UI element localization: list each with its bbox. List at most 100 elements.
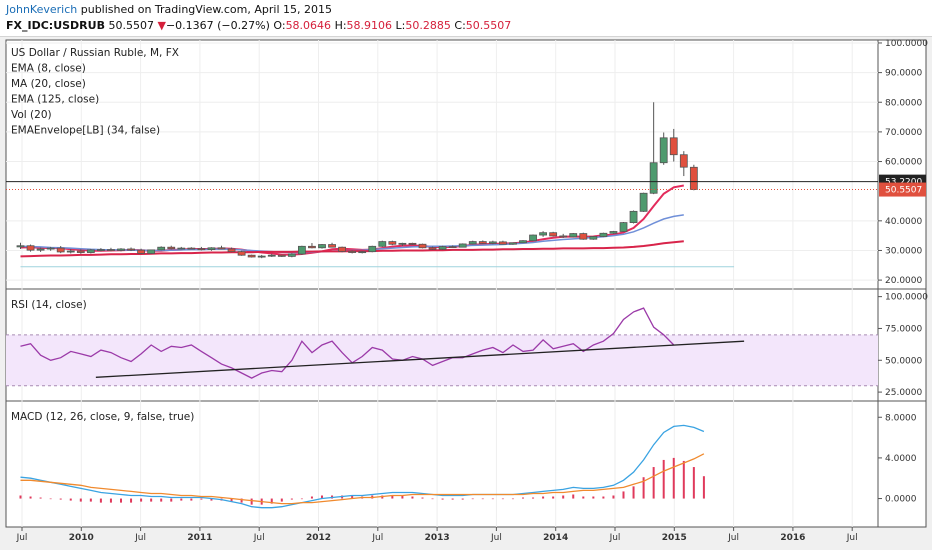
- macd-histogram-bar: [29, 496, 32, 499]
- macd-histogram-bar: [160, 498, 163, 502]
- macd-histogram-bar: [532, 497, 535, 499]
- x-tick-label: 2013: [425, 533, 450, 543]
- candle-body: [388, 241, 397, 245]
- publish-line: JohnKeverich published on TradingView.co…: [6, 3, 332, 16]
- macd-histogram-bar: [511, 498, 514, 500]
- macd-histogram-bar: [632, 486, 635, 499]
- candle: [107, 247, 115, 252]
- candle: [388, 240, 397, 246]
- y-tick-label: 60.0000: [885, 158, 922, 168]
- candle: [629, 210, 638, 224]
- signal-line: [20, 453, 705, 505]
- x-tick-label: Jul: [490, 533, 502, 543]
- x-tick-label: 2012: [306, 533, 331, 543]
- candle: [16, 242, 25, 249]
- candle: [247, 254, 256, 258]
- y-tick-label: 30.0000: [885, 246, 922, 256]
- candle: [689, 164, 698, 191]
- macd-histogram-bar: [552, 496, 555, 499]
- macd-histogram-bar: [170, 498, 173, 502]
- x-tick-label: 2010: [69, 533, 94, 543]
- candle-body: [217, 247, 226, 250]
- last-price-tag: [879, 182, 926, 197]
- candle-body: [398, 242, 407, 245]
- macd-histogram-bar: [250, 498, 253, 505]
- macd-histogram-bar: [662, 459, 665, 499]
- candle: [378, 240, 387, 247]
- candle-body: [659, 137, 668, 164]
- legend-entry: EMA (125, close): [11, 94, 99, 106]
- candle: [418, 243, 427, 249]
- candle-body: [579, 233, 588, 240]
- candle: [368, 245, 377, 253]
- candle: [197, 246, 206, 251]
- high-label: H:: [334, 19, 347, 32]
- candle-body: [167, 246, 176, 250]
- y-tick-label: 70.0000: [885, 128, 922, 138]
- candle-body: [448, 246, 457, 249]
- macd-histogram-bar: [19, 495, 22, 499]
- symbol-quote-line: FX_IDC:USDRUB 50.5507 ▼−0.1367 (−0.27%) …: [6, 19, 511, 32]
- candle-body: [318, 244, 326, 249]
- candle: [277, 254, 286, 257]
- candle-body: [127, 248, 135, 251]
- candle-body: [679, 154, 688, 168]
- open-value: 58.0646: [285, 19, 332, 32]
- macd-histogram-bar: [270, 498, 273, 504]
- candle: [569, 232, 578, 238]
- macd-histogram-bar: [431, 498, 434, 500]
- price-axis: [877, 39, 927, 528]
- macd-histogram-bar: [602, 496, 605, 499]
- candle-body: [86, 249, 95, 253]
- x-tick-label: Jul: [609, 533, 621, 543]
- candle: [348, 250, 357, 254]
- candle-body: [488, 241, 497, 244]
- y-tick-label: 100.0000: [885, 39, 928, 49]
- chart-canvas[interactable]: 100.0000 90.0000 80.0000 70.0000 60.0000 40.0…: [0, 37, 932, 550]
- candle: [86, 248, 95, 254]
- candle-body: [237, 251, 246, 256]
- candle: [66, 248, 75, 254]
- y-tick-label: 40.0000: [885, 217, 922, 227]
- candle: [659, 132, 668, 165]
- candle: [549, 231, 558, 237]
- price-change: −0.1367 (−0.27%): [165, 19, 270, 32]
- candle: [448, 245, 457, 249]
- macd-histogram-bar: [401, 495, 404, 499]
- macd-histogram-bar: [150, 498, 153, 502]
- high-value: 58.9106: [346, 19, 393, 32]
- legend-entry: EMAEnvelope[LB] (34, false): [11, 125, 160, 137]
- candle: [237, 250, 246, 256]
- candle: [308, 243, 316, 249]
- candle: [539, 231, 547, 237]
- candle-body: [509, 242, 517, 245]
- macd-histogram-bar: [230, 498, 233, 502]
- candle: [117, 248, 125, 252]
- candle-body: [56, 247, 65, 253]
- candle: [478, 240, 487, 244]
- candle: [56, 246, 65, 254]
- candle-body: [46, 247, 55, 250]
- candle: [177, 246, 186, 250]
- macd-histogram-bar: [501, 498, 504, 500]
- candle-body: [76, 250, 85, 253]
- candle: [267, 253, 276, 257]
- candle: [599, 232, 608, 238]
- author-link[interactable]: JohnKeverich: [6, 3, 78, 16]
- candle-body: [478, 241, 487, 244]
- candle: [559, 233, 568, 239]
- candle-body: [549, 232, 558, 237]
- y-tick-label: 8.0000: [885, 413, 917, 423]
- published-text: published on TradingView.com, April 15, …: [80, 3, 332, 16]
- candle-body: [328, 244, 336, 248]
- close-value: 50.5507: [465, 19, 512, 32]
- macd-histogram-bar: [592, 496, 595, 499]
- candle-body: [66, 250, 75, 253]
- y-tick-label: 75.0000: [885, 324, 922, 334]
- candle-body: [187, 247, 196, 250]
- candle-body: [308, 245, 316, 249]
- time-axis: Jul 2010 Jul 2011 Jul 2012 Jul 2013 Jul 2014 Jul 20…: [16, 527, 858, 543]
- macd-histogram-bar: [300, 498, 303, 500]
- candle-body: [287, 253, 296, 257]
- macd-histogram-bar: [451, 498, 454, 500]
